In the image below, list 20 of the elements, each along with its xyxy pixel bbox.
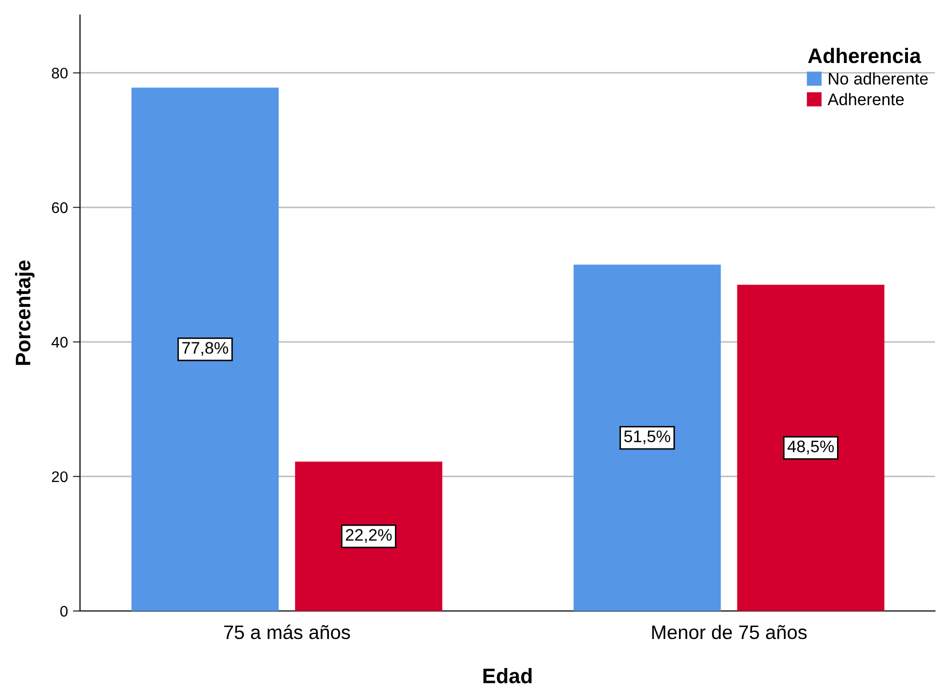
y-tick-label: 0: [60, 606, 68, 617]
y-axis-title: Porcentaje: [15, 260, 35, 365]
x-tick-label: 75 a más años: [224, 624, 350, 640]
y-tick-label: 40: [52, 336, 68, 348]
data-label: 22,2%: [346, 529, 392, 543]
data-label: 48,5%: [788, 440, 834, 454]
y-tick-label: 60: [52, 202, 68, 214]
y-tick-label: 80: [52, 68, 68, 79]
x-tick-label: Menor de 75 años: [652, 624, 807, 640]
legend-label: No adherente: [828, 72, 928, 85]
bar: [574, 264, 721, 611]
y-tick-label: 20: [52, 471, 68, 482]
bar: [737, 284, 884, 611]
bar: [295, 462, 442, 611]
legend-title: Adherencia: [808, 48, 922, 64]
legend-label: Adherente: [828, 93, 904, 106]
data-label: 51,5%: [624, 430, 670, 444]
bar: [132, 88, 279, 611]
data-label: 77,8%: [182, 342, 228, 356]
x-axis-title: Edad: [483, 668, 532, 684]
